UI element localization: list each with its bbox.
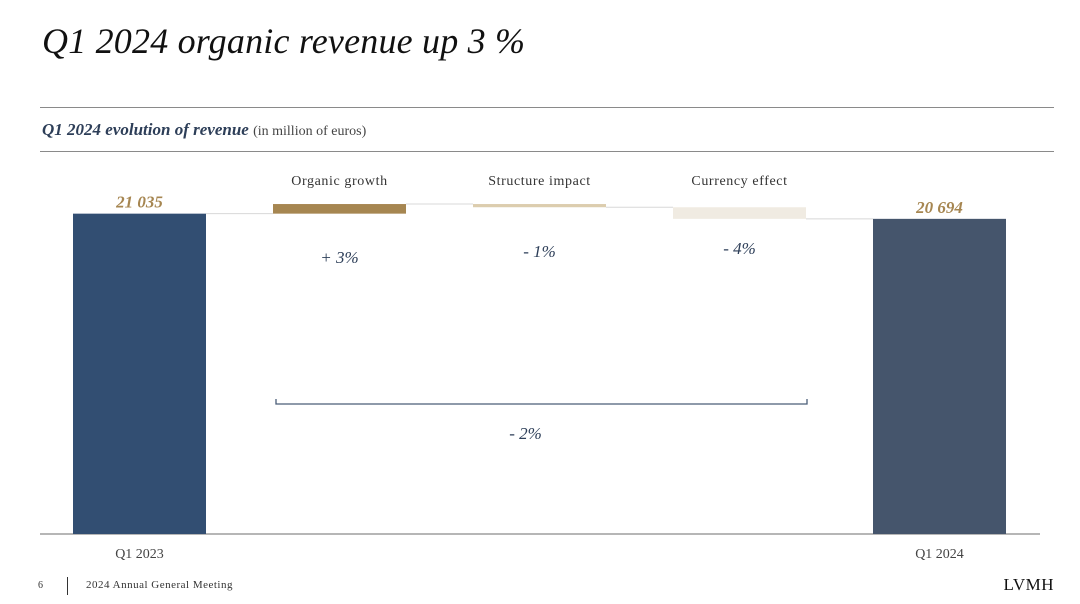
bar-structure-impact	[473, 204, 606, 208]
revenue-waterfall-chart: 21 035 20 694 Organic growth Structure impa…	[40, 174, 1040, 562]
bracket-label: - 2%	[509, 424, 542, 443]
value-label-q1-2023: 21 035	[115, 193, 163, 212]
page-number: 6	[38, 580, 43, 591]
step-pct-structure-impact: - 1%	[523, 242, 556, 261]
step-header-structure-impact: Structure impact	[488, 174, 591, 189]
step-header-currency-effect: Currency effect	[691, 174, 787, 189]
bar-currency-effect	[673, 207, 806, 219]
step-pct-organic-growth: + 3%	[320, 248, 358, 267]
axis-label-q1-2023: Q1 2023	[115, 547, 164, 562]
chart-subtitle: Q1 2024 evolution of revenue (in million…	[42, 120, 366, 140]
subtitle-divider	[40, 151, 1054, 152]
axis-label-q1-2024: Q1 2024	[915, 547, 964, 562]
bar-organic-growth	[273, 204, 406, 214]
bracket-line	[275, 399, 808, 405]
bar-q1-2023	[73, 213, 206, 534]
footer-meeting-label: 2024 Annual General Meeting	[86, 579, 233, 591]
value-label-q1-2024: 20 694	[915, 198, 963, 217]
top-divider	[40, 107, 1054, 108]
brand-logo: LVMH	[1003, 575, 1054, 594]
step-pct-currency-effect: - 4%	[723, 239, 756, 258]
step-header-organic-growth: Organic growth	[291, 174, 387, 189]
chart-subtitle-main: Q1 2024 evolution of revenue	[42, 120, 249, 139]
chart-subtitle-unit: (in million of euros)	[253, 124, 367, 139]
page-title: Q1 2024 organic revenue up 3 %	[42, 21, 526, 61]
footer-separator	[67, 577, 68, 595]
bar-q1-2024	[873, 218, 1006, 534]
